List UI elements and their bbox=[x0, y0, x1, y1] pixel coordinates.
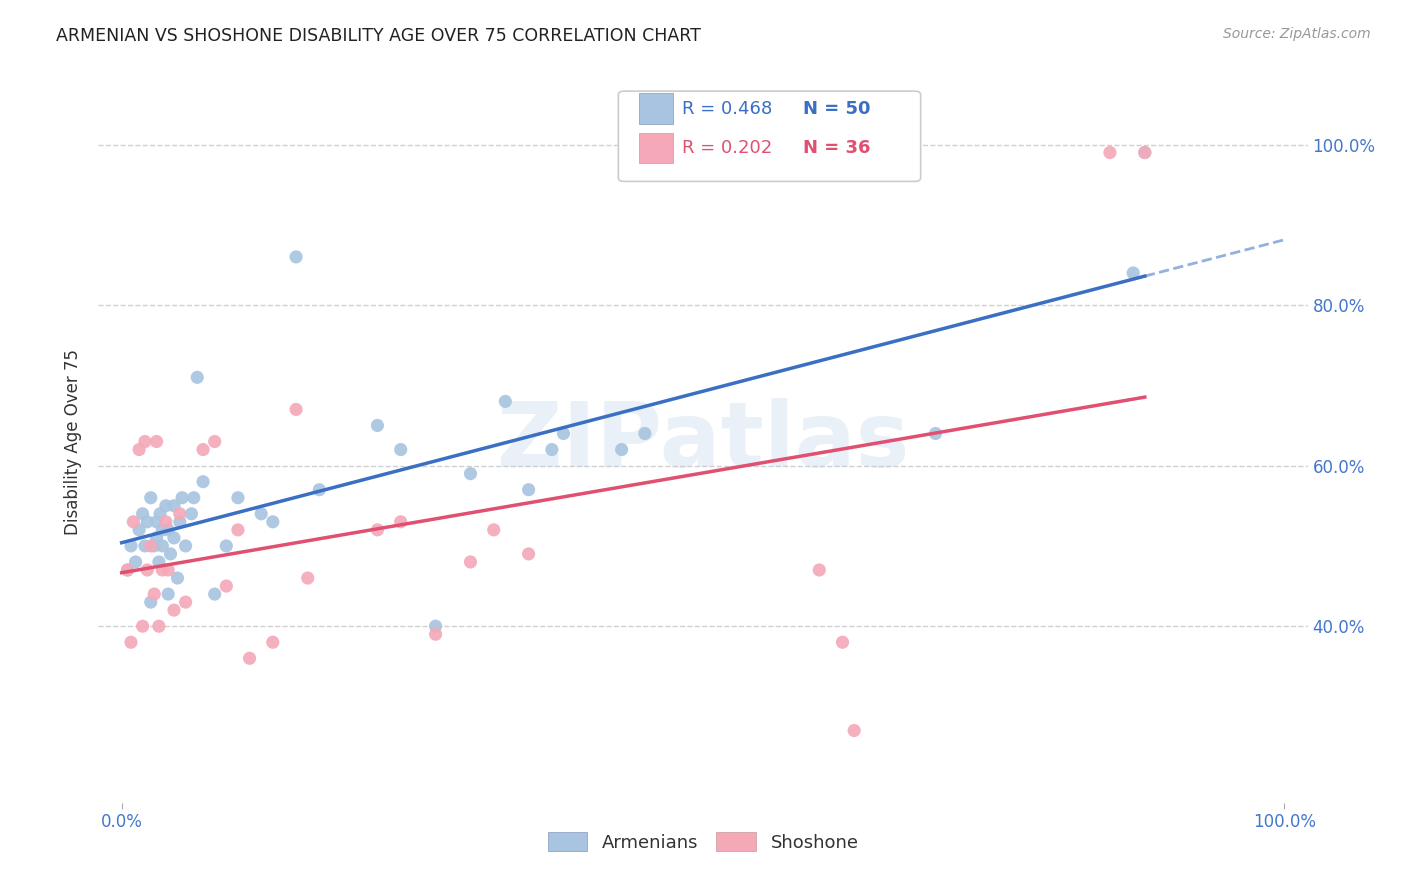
Point bbox=[924, 426, 946, 441]
Point bbox=[844, 723, 866, 738]
Point bbox=[366, 418, 388, 433]
Point bbox=[215, 579, 238, 593]
Point bbox=[120, 539, 142, 553]
Point bbox=[124, 555, 146, 569]
FancyBboxPatch shape bbox=[619, 91, 921, 181]
Point bbox=[297, 571, 319, 585]
Point bbox=[1122, 266, 1144, 280]
Point bbox=[540, 442, 562, 457]
Text: N = 36: N = 36 bbox=[803, 138, 870, 157]
Point bbox=[425, 619, 447, 633]
Point bbox=[148, 619, 170, 633]
Point bbox=[425, 627, 447, 641]
Point bbox=[139, 539, 162, 553]
Point bbox=[1133, 145, 1156, 160]
Point bbox=[262, 515, 284, 529]
Point bbox=[163, 603, 186, 617]
Point bbox=[389, 515, 412, 529]
Point bbox=[157, 523, 180, 537]
Point bbox=[1133, 145, 1156, 160]
Point bbox=[143, 587, 166, 601]
Point bbox=[143, 539, 166, 553]
Point bbox=[183, 491, 205, 505]
Point bbox=[128, 523, 150, 537]
Point bbox=[139, 595, 162, 609]
Point bbox=[157, 587, 180, 601]
Point bbox=[517, 547, 540, 561]
Text: ZIPatlas: ZIPatlas bbox=[496, 398, 910, 485]
Point bbox=[186, 370, 208, 384]
Point bbox=[517, 483, 540, 497]
Point bbox=[148, 555, 170, 569]
Point bbox=[389, 442, 412, 457]
Point bbox=[308, 483, 330, 497]
Point bbox=[136, 515, 159, 529]
Point bbox=[172, 491, 194, 505]
Point bbox=[169, 507, 191, 521]
Point bbox=[149, 507, 172, 521]
FancyBboxPatch shape bbox=[638, 133, 673, 163]
Text: R = 0.468: R = 0.468 bbox=[682, 100, 773, 118]
Point bbox=[610, 442, 633, 457]
Point bbox=[366, 523, 388, 537]
FancyBboxPatch shape bbox=[638, 94, 673, 124]
Point bbox=[262, 635, 284, 649]
Point bbox=[239, 651, 262, 665]
Point bbox=[460, 467, 482, 481]
Point bbox=[285, 402, 308, 417]
Point bbox=[166, 571, 188, 585]
Point bbox=[808, 563, 831, 577]
Legend: Armenians, Shoshone: Armenians, Shoshone bbox=[540, 824, 866, 859]
Point bbox=[174, 539, 197, 553]
Point bbox=[145, 434, 167, 449]
Text: Source: ZipAtlas.com: Source: ZipAtlas.com bbox=[1223, 27, 1371, 41]
Point bbox=[155, 515, 177, 529]
Point bbox=[831, 635, 853, 649]
Point bbox=[134, 434, 156, 449]
Point bbox=[169, 515, 191, 529]
Point bbox=[157, 563, 180, 577]
Point bbox=[117, 563, 139, 577]
Point bbox=[159, 547, 181, 561]
Point bbox=[460, 555, 482, 569]
Point bbox=[131, 619, 153, 633]
Point bbox=[634, 426, 657, 441]
Point bbox=[482, 523, 505, 537]
Point bbox=[174, 595, 197, 609]
Point bbox=[204, 434, 226, 449]
Point bbox=[163, 499, 186, 513]
Point bbox=[134, 539, 156, 553]
Point bbox=[226, 523, 249, 537]
Point bbox=[553, 426, 575, 441]
Point bbox=[215, 539, 238, 553]
Point bbox=[191, 442, 214, 457]
Point bbox=[131, 507, 153, 521]
Point bbox=[155, 499, 177, 513]
Point bbox=[150, 523, 173, 537]
Point bbox=[150, 539, 173, 553]
Point bbox=[128, 442, 150, 457]
Point bbox=[285, 250, 308, 264]
Point bbox=[145, 531, 167, 545]
Point bbox=[204, 587, 226, 601]
Point bbox=[180, 507, 202, 521]
Point bbox=[136, 563, 159, 577]
Point bbox=[117, 563, 139, 577]
Point bbox=[150, 563, 173, 577]
Y-axis label: Disability Age Over 75: Disability Age Over 75 bbox=[65, 349, 83, 534]
Text: R = 0.202: R = 0.202 bbox=[682, 138, 773, 157]
Point bbox=[494, 394, 516, 409]
Text: N = 50: N = 50 bbox=[803, 100, 870, 118]
Point bbox=[139, 491, 162, 505]
Point bbox=[120, 635, 142, 649]
Point bbox=[226, 491, 249, 505]
Point bbox=[145, 515, 167, 529]
Point bbox=[1098, 145, 1121, 160]
Point bbox=[250, 507, 273, 521]
Text: ARMENIAN VS SHOSHONE DISABILITY AGE OVER 75 CORRELATION CHART: ARMENIAN VS SHOSHONE DISABILITY AGE OVER… bbox=[56, 27, 702, 45]
Point bbox=[122, 515, 145, 529]
Point bbox=[163, 531, 186, 545]
Point bbox=[191, 475, 214, 489]
